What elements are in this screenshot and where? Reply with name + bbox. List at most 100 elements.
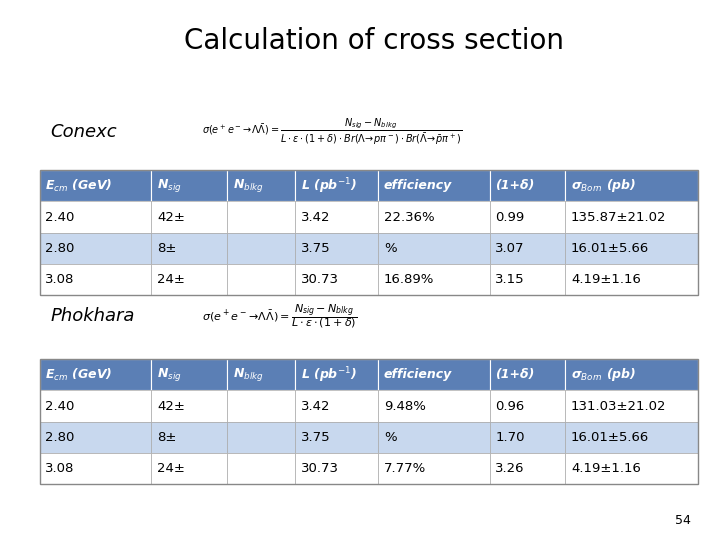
Text: 131.03±21.02: 131.03±21.02	[571, 400, 667, 413]
FancyBboxPatch shape	[295, 201, 378, 233]
FancyBboxPatch shape	[295, 264, 378, 295]
FancyBboxPatch shape	[378, 170, 490, 201]
FancyBboxPatch shape	[565, 359, 698, 390]
Text: efficiency: efficiency	[384, 368, 452, 381]
FancyBboxPatch shape	[378, 264, 490, 295]
Text: Phokhara: Phokhara	[50, 307, 135, 325]
FancyBboxPatch shape	[227, 170, 295, 201]
Text: σ$_{Born}$ (pb): σ$_{Born}$ (pb)	[571, 366, 636, 383]
Text: 4.19±1.16: 4.19±1.16	[571, 462, 641, 475]
Text: %: %	[384, 431, 397, 444]
FancyBboxPatch shape	[490, 453, 565, 484]
FancyBboxPatch shape	[151, 390, 227, 422]
FancyBboxPatch shape	[378, 390, 490, 422]
FancyBboxPatch shape	[151, 201, 227, 233]
Text: 2.80: 2.80	[45, 431, 75, 444]
FancyBboxPatch shape	[378, 233, 490, 264]
FancyBboxPatch shape	[227, 359, 295, 390]
Text: 3.07: 3.07	[495, 242, 525, 255]
Text: 2.80: 2.80	[45, 242, 75, 255]
Text: 30.73: 30.73	[301, 273, 339, 286]
Text: 22.36%: 22.36%	[384, 211, 434, 224]
FancyBboxPatch shape	[565, 264, 698, 295]
FancyBboxPatch shape	[295, 390, 378, 422]
FancyBboxPatch shape	[151, 170, 227, 201]
Text: 3.42: 3.42	[301, 400, 330, 413]
FancyBboxPatch shape	[378, 422, 490, 453]
FancyBboxPatch shape	[295, 233, 378, 264]
Text: 3.08: 3.08	[45, 273, 75, 286]
Text: 0.99: 0.99	[495, 211, 525, 224]
FancyBboxPatch shape	[151, 264, 227, 295]
FancyBboxPatch shape	[40, 170, 151, 201]
FancyBboxPatch shape	[295, 170, 378, 201]
Text: 0.96: 0.96	[495, 400, 525, 413]
FancyBboxPatch shape	[40, 422, 151, 453]
Text: 54: 54	[675, 514, 691, 526]
FancyBboxPatch shape	[490, 233, 565, 264]
Text: 3.42: 3.42	[301, 211, 330, 224]
FancyBboxPatch shape	[490, 422, 565, 453]
Text: efficiency: efficiency	[384, 179, 452, 192]
FancyBboxPatch shape	[151, 422, 227, 453]
FancyBboxPatch shape	[295, 453, 378, 484]
Text: 16.89%: 16.89%	[384, 273, 434, 286]
Text: 7.77%: 7.77%	[384, 462, 426, 475]
Text: Conexc: Conexc	[50, 123, 117, 141]
Text: N$_{blkg}$: N$_{blkg}$	[233, 366, 264, 383]
Text: %: %	[384, 242, 397, 255]
Text: 2.40: 2.40	[45, 400, 75, 413]
Text: 2.40: 2.40	[45, 211, 75, 224]
Text: 30.73: 30.73	[301, 462, 339, 475]
FancyBboxPatch shape	[490, 390, 565, 422]
FancyBboxPatch shape	[295, 359, 378, 390]
FancyBboxPatch shape	[40, 201, 151, 233]
FancyBboxPatch shape	[151, 233, 227, 264]
FancyBboxPatch shape	[151, 359, 227, 390]
FancyBboxPatch shape	[40, 264, 151, 295]
FancyBboxPatch shape	[565, 170, 698, 201]
FancyBboxPatch shape	[378, 453, 490, 484]
Text: 9.48%: 9.48%	[384, 400, 426, 413]
FancyBboxPatch shape	[151, 453, 227, 484]
FancyBboxPatch shape	[40, 453, 151, 484]
Text: 4.19±1.16: 4.19±1.16	[571, 273, 641, 286]
FancyBboxPatch shape	[227, 201, 295, 233]
Text: L (pb$^{-1}$): L (pb$^{-1}$)	[301, 365, 357, 384]
Text: Calculation of cross section: Calculation of cross section	[184, 27, 564, 55]
FancyBboxPatch shape	[378, 201, 490, 233]
Text: L (pb$^{-1}$): L (pb$^{-1}$)	[301, 176, 357, 195]
Text: 24±: 24±	[157, 273, 185, 286]
Text: 16.01±5.66: 16.01±5.66	[571, 242, 649, 255]
Text: 3.75: 3.75	[301, 242, 330, 255]
FancyBboxPatch shape	[227, 233, 295, 264]
Text: 3.15: 3.15	[495, 273, 525, 286]
Text: 3.26: 3.26	[495, 462, 525, 475]
Text: 8±: 8±	[157, 242, 176, 255]
FancyBboxPatch shape	[565, 390, 698, 422]
Text: σ$_{Born}$ (pb): σ$_{Born}$ (pb)	[571, 177, 636, 194]
Text: 16.01±5.66: 16.01±5.66	[571, 431, 649, 444]
FancyBboxPatch shape	[565, 233, 698, 264]
FancyBboxPatch shape	[565, 453, 698, 484]
FancyBboxPatch shape	[40, 359, 151, 390]
Text: 24±: 24±	[157, 462, 185, 475]
FancyBboxPatch shape	[227, 422, 295, 453]
Text: N$_{blkg}$: N$_{blkg}$	[233, 177, 264, 194]
Text: $\sigma(e^+e^- \!\to\! \Lambda\bar{\Lambda}) = \dfrac{N_{sig} - N_{blkg}}{L \cdo: $\sigma(e^+e^- \!\to\! \Lambda\bar{\Lamb…	[202, 117, 462, 147]
FancyBboxPatch shape	[295, 422, 378, 453]
Text: 3.08: 3.08	[45, 462, 75, 475]
Text: E$_{cm}$ (GeV): E$_{cm}$ (GeV)	[45, 367, 113, 383]
FancyBboxPatch shape	[490, 201, 565, 233]
Text: 8±: 8±	[157, 431, 176, 444]
FancyBboxPatch shape	[565, 201, 698, 233]
FancyBboxPatch shape	[490, 359, 565, 390]
FancyBboxPatch shape	[490, 264, 565, 295]
FancyBboxPatch shape	[565, 422, 698, 453]
FancyBboxPatch shape	[40, 390, 151, 422]
Text: 135.87±21.02: 135.87±21.02	[571, 211, 667, 224]
Text: 1.70: 1.70	[495, 431, 525, 444]
FancyBboxPatch shape	[227, 264, 295, 295]
Text: 42±: 42±	[157, 400, 185, 413]
Text: (1+δ): (1+δ)	[495, 368, 535, 381]
